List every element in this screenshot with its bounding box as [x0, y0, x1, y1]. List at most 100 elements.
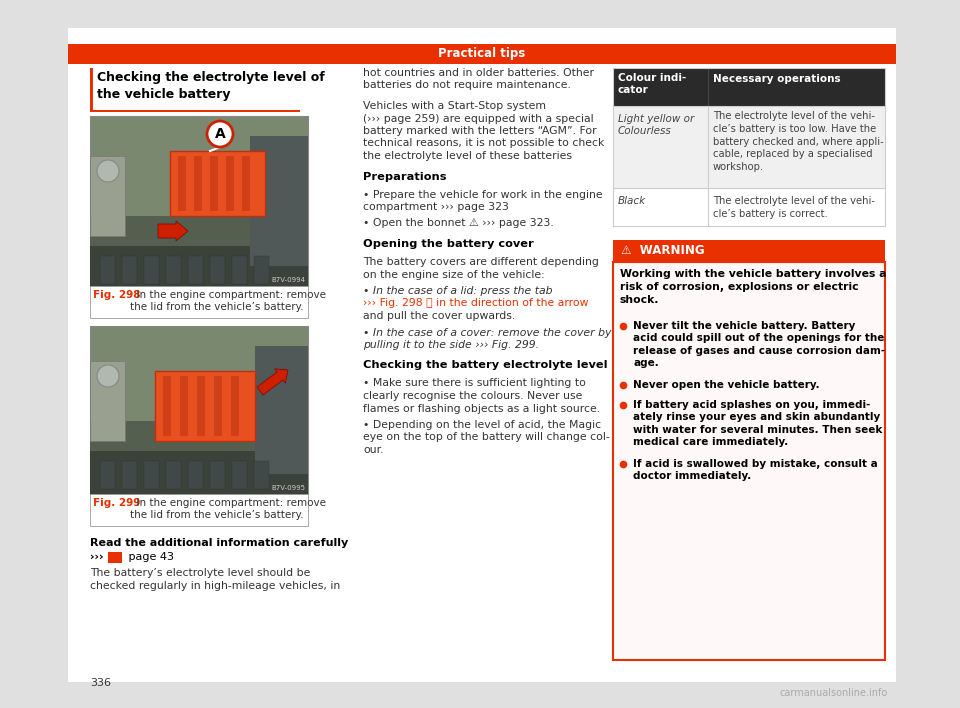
Text: (››› page 259) are equipped with a special: (››› page 259) are equipped with a speci… — [363, 113, 593, 123]
Text: Fig. 298: Fig. 298 — [93, 290, 140, 300]
Bar — [613, 262, 885, 660]
Bar — [90, 326, 308, 494]
Bar — [214, 376, 222, 436]
Text: Never open the vehicle battery.: Never open the vehicle battery. — [633, 380, 820, 390]
Text: If battery acid splashes on you, immedi-
ately rinse your eyes and skin abundant: If battery acid splashes on you, immedi-… — [633, 400, 882, 447]
Bar — [90, 451, 308, 494]
Text: Colour indi-
cator: Colour indi- cator — [618, 73, 686, 96]
Text: A: A — [215, 127, 226, 141]
Text: ›››: ››› — [90, 552, 104, 562]
Bar — [163, 376, 171, 436]
Bar — [100, 461, 115, 489]
Text: flames or flashing objects as a light source.: flames or flashing objects as a light so… — [363, 404, 600, 413]
Text: Working with the vehicle battery involves a
risk of corrosion, explosions or ele: Working with the vehicle battery involve… — [620, 269, 886, 304]
Text: Light yellow or
Colourless: Light yellow or Colourless — [618, 114, 694, 137]
Bar — [166, 256, 181, 284]
Bar — [232, 461, 247, 489]
Bar — [90, 110, 300, 111]
Bar — [155, 371, 255, 441]
Text: Practical tips: Practical tips — [439, 47, 526, 60]
Text: the electrolyte level of these batteries: the electrolyte level of these batteries — [363, 151, 572, 161]
Text: Checking the battery electrolyte level: Checking the battery electrolyte level — [363, 360, 608, 370]
Text: ⚠  WARNING: ⚠ WARNING — [621, 244, 705, 257]
Ellipse shape — [97, 160, 119, 182]
Bar — [242, 156, 250, 211]
Text: • Depending on the level of acid, the Magic: • Depending on the level of acid, the Ma… — [363, 420, 601, 430]
Bar — [144, 461, 159, 489]
Text: B7V-0994: B7V-0994 — [271, 277, 305, 283]
Ellipse shape — [97, 365, 119, 387]
Bar — [178, 156, 186, 211]
Text: battery marked with the letters “AGM”. For: battery marked with the letters “AGM”. F… — [363, 126, 596, 136]
Text: our.: our. — [363, 445, 383, 455]
Text: compartment ››› page 323: compartment ››› page 323 — [363, 202, 509, 212]
Text: and pull the cover upwards.: and pull the cover upwards. — [363, 311, 516, 321]
Text: The battery covers are different depending: The battery covers are different dependi… — [363, 257, 599, 267]
Text: 336: 336 — [90, 678, 111, 688]
Bar — [613, 188, 885, 226]
Text: In the engine compartment: remove
the lid from the vehicle’s battery.: In the engine compartment: remove the li… — [130, 498, 326, 520]
Text: Checking the electrolyte level of: Checking the electrolyte level of — [97, 71, 324, 84]
Bar — [188, 461, 203, 489]
Bar — [231, 376, 239, 436]
Text: • In the case of a cover: remove the cover by: • In the case of a cover: remove the cov… — [363, 328, 612, 338]
Bar — [180, 376, 188, 436]
Bar — [613, 68, 885, 106]
Bar — [122, 256, 137, 284]
Bar — [90, 216, 308, 286]
Text: Preparations: Preparations — [363, 171, 446, 181]
Text: batteries do not require maintenance.: batteries do not require maintenance. — [363, 81, 571, 91]
Bar — [170, 151, 265, 216]
Text: Vehicles with a Start-Stop system: Vehicles with a Start-Stop system — [363, 101, 546, 111]
Bar — [255, 346, 308, 474]
Text: Black: Black — [618, 196, 646, 206]
Bar — [90, 156, 125, 236]
Text: • In the case of a lid: press the tab: • In the case of a lid: press the tab — [363, 286, 553, 296]
Text: In the engine compartment: remove
the lid from the vehicle’s battery.: In the engine compartment: remove the li… — [130, 290, 326, 312]
Text: • Open the bonnet ⚠ ››› page 323.: • Open the bonnet ⚠ ››› page 323. — [363, 219, 554, 229]
Bar — [90, 494, 308, 526]
Bar — [144, 256, 159, 284]
Bar — [250, 136, 308, 266]
Text: Read the additional information carefully: Read the additional information carefull… — [90, 538, 348, 548]
Text: page 43: page 43 — [125, 552, 174, 562]
Bar — [90, 421, 308, 494]
Bar — [90, 361, 125, 441]
Bar — [226, 156, 234, 211]
Bar — [232, 256, 247, 284]
Circle shape — [206, 120, 234, 148]
Circle shape — [207, 121, 233, 147]
Bar — [90, 116, 308, 286]
Bar — [254, 256, 269, 284]
Bar — [90, 68, 93, 110]
Text: • Prepare the vehicle for work in the engine: • Prepare the vehicle for work in the en… — [363, 190, 603, 200]
Bar — [197, 376, 205, 436]
Text: the vehicle battery: the vehicle battery — [97, 88, 230, 101]
Text: carmanualsonline.info: carmanualsonline.info — [780, 688, 888, 698]
Bar — [210, 461, 225, 489]
Text: clearly recognise the colours. Never use: clearly recognise the colours. Never use — [363, 391, 583, 401]
Text: The electrolyte level of the vehi-
cle’s battery is too low. Have the
battery ch: The electrolyte level of the vehi- cle’s… — [713, 111, 884, 172]
Text: • Make sure there is sufficient lighting to: • Make sure there is sufficient lighting… — [363, 379, 586, 389]
Text: Never tilt the vehicle battery. Battery
acid could spill out of the openings for: Never tilt the vehicle battery. Battery … — [633, 321, 885, 368]
Text: B7V-0995: B7V-0995 — [271, 485, 305, 491]
Bar — [613, 240, 885, 262]
Text: ››› Fig. 298 Ⓐ in the direction of the arrow: ››› Fig. 298 Ⓐ in the direction of the a… — [363, 299, 588, 309]
FancyArrow shape — [257, 369, 288, 395]
Text: The battery’s electrolyte level should be
checked regularly in high-mileage vehi: The battery’s electrolyte level should b… — [90, 568, 340, 590]
Bar — [90, 246, 308, 286]
Bar — [100, 256, 115, 284]
FancyArrow shape — [158, 221, 188, 241]
Text: If acid is swallowed by mistake, consult a
doctor immediately.: If acid is swallowed by mistake, consult… — [633, 459, 877, 481]
Bar — [108, 552, 122, 563]
Bar — [90, 286, 308, 318]
Text: technical reasons, it is not possible to check: technical reasons, it is not possible to… — [363, 139, 605, 149]
Text: on the engine size of the vehicle:: on the engine size of the vehicle: — [363, 270, 544, 280]
Bar — [210, 256, 225, 284]
Text: The electrolyte level of the vehi-
cle’s battery is correct.: The electrolyte level of the vehi- cle’s… — [713, 196, 875, 219]
Bar — [613, 106, 885, 188]
Text: pulling it to the side ››› Fig. 299.: pulling it to the side ››› Fig. 299. — [363, 340, 540, 350]
Bar — [194, 156, 202, 211]
Text: Necessary operations: Necessary operations — [713, 74, 841, 84]
Bar — [166, 461, 181, 489]
